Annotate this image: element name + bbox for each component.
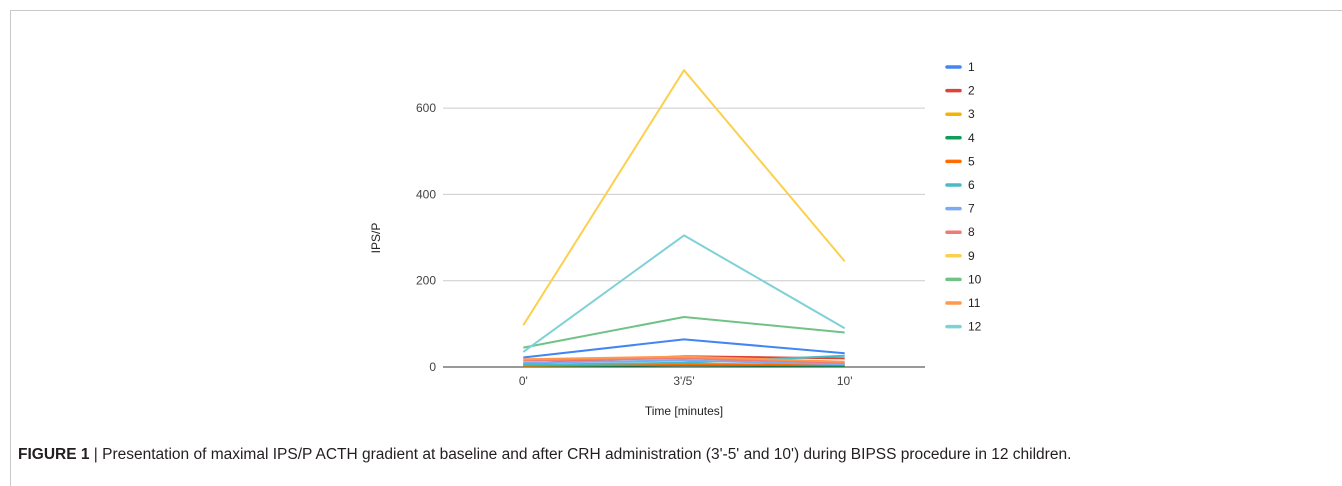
legend-label: 10 xyxy=(968,272,982,286)
x-tick-label: 10' xyxy=(837,374,853,388)
x-tick-label: 3'/5' xyxy=(673,374,694,388)
x-axis-title: Time [minutes] xyxy=(645,404,723,418)
caption-text: Presentation of maximal IPS/P ACTH gradi… xyxy=(102,446,1072,463)
legend-item-9: 9 xyxy=(945,249,975,263)
y-tick-label: 0 xyxy=(429,360,436,374)
series-line-5 xyxy=(523,363,845,367)
legend-label: 3 xyxy=(968,107,975,121)
line-chart: 0 200 400 600 0' 3'/5' 10' IPS/P Time [minute… xyxy=(369,60,982,418)
x-tick-label: 0' xyxy=(519,374,528,388)
series-line-10 xyxy=(523,316,845,349)
legend-item-10: 10 xyxy=(945,272,982,286)
y-tick-label: 200 xyxy=(416,274,436,288)
gridlines xyxy=(443,107,925,282)
y-tick-labels: 0 200 400 600 xyxy=(416,101,436,374)
legend-label: 2 xyxy=(968,84,975,98)
legend-label: 1 xyxy=(968,60,975,74)
legend-label: 4 xyxy=(968,131,975,145)
legend-item-3: 3 xyxy=(945,107,975,121)
legend-item-1: 1 xyxy=(945,60,975,74)
legend-label: 6 xyxy=(968,178,975,192)
series-line-9 xyxy=(522,69,846,326)
y-tick-label: 600 xyxy=(416,101,436,115)
legend-item-6: 6 xyxy=(945,178,975,192)
series-line-1 xyxy=(523,338,845,359)
legend-item-11: 11 xyxy=(945,296,981,310)
figure-frame xyxy=(10,10,1342,486)
legend-label: 8 xyxy=(968,225,975,239)
legend-item-2: 2 xyxy=(945,84,975,98)
legend-item-7: 7 xyxy=(945,202,975,216)
legend-item-4: 4 xyxy=(945,131,975,145)
series-line-6 xyxy=(523,354,845,366)
legend-label: 9 xyxy=(968,249,975,263)
figure-label: FIGURE 1 xyxy=(18,446,90,463)
y-axis-title: IPS/P xyxy=(369,223,383,254)
x-tick-labels: 0' 3'/5' 10' xyxy=(519,374,853,388)
legend-label: 7 xyxy=(968,202,975,216)
series-line-11 xyxy=(523,355,845,363)
legend-item-12: 12 xyxy=(945,320,982,334)
legend-label: 12 xyxy=(968,320,982,334)
y-tick-label: 400 xyxy=(416,187,436,201)
figure-caption: FIGURE 1 | Presentation of maximal IPS/P… xyxy=(18,446,1071,464)
series-lines xyxy=(522,69,846,368)
legend-label: 11 xyxy=(968,296,981,310)
series-line-7 xyxy=(523,359,845,366)
legend-item-8: 8 xyxy=(945,225,975,239)
series-line-12 xyxy=(522,234,846,353)
series-line-8 xyxy=(523,357,845,364)
legend-label: 5 xyxy=(968,154,975,168)
legend-item-5: 5 xyxy=(945,154,975,168)
caption-separator: | xyxy=(93,446,98,463)
